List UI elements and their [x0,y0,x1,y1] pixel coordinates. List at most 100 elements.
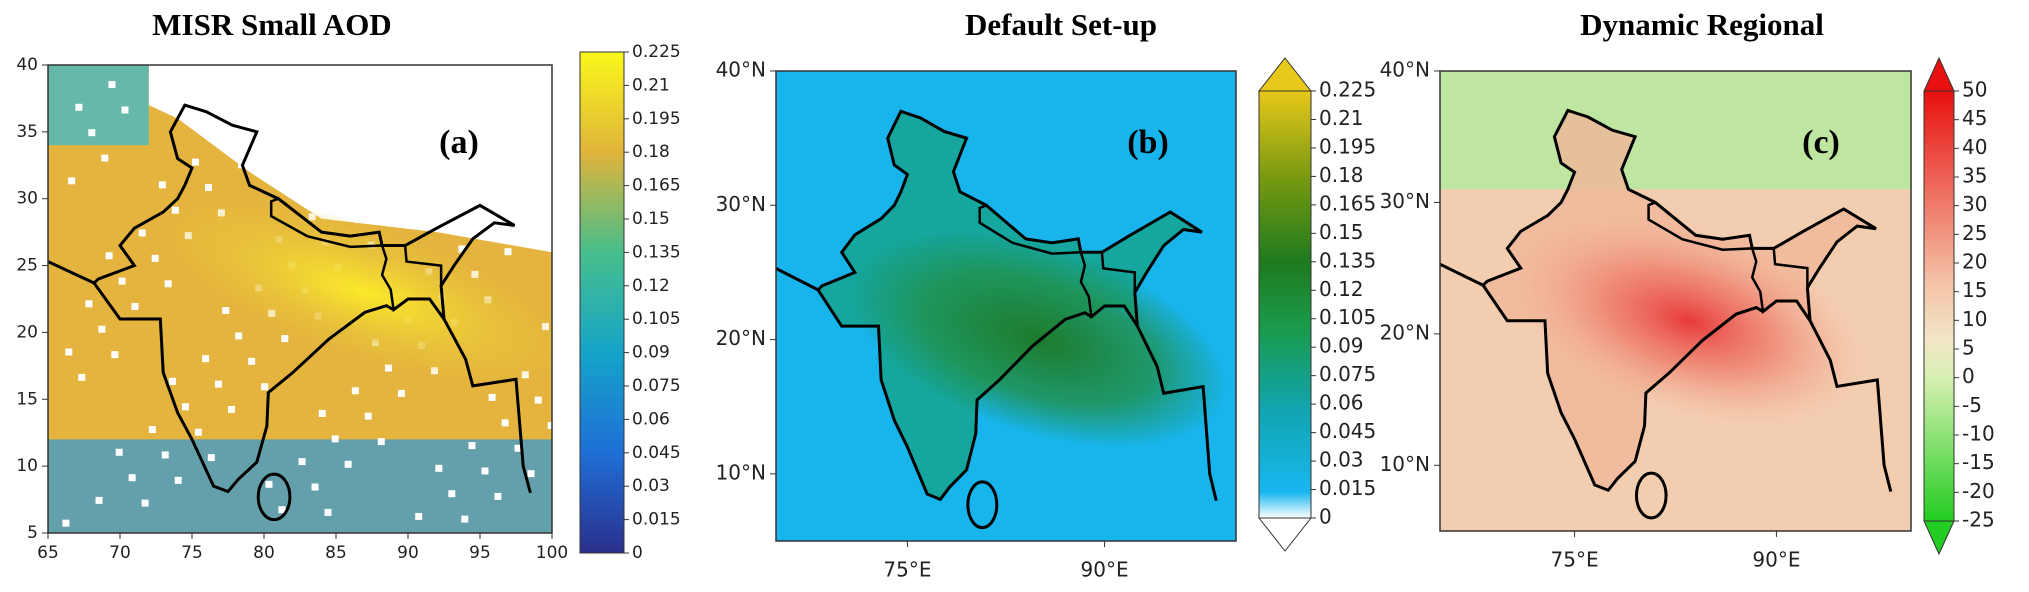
no-data-pixel [511,174,519,182]
colorbar [1923,90,1955,522]
y-tick-label: 40°N [1380,58,1430,82]
colorbar-tick-label: 0.015 [632,510,681,530]
no-data-pixel [265,480,273,488]
coastline [1440,262,1484,287]
y-tick-label: 30°N [716,192,766,216]
no-data-pixel [311,483,319,491]
colorbar-tick-label: 0 [632,543,643,563]
colorbar-tick-label: 0 [1319,505,1332,529]
no-data-pixel [105,252,113,260]
y-tick-label: 20°N [716,326,766,350]
colorbar-tick-label: 0.09 [1319,334,1364,358]
colorbar-extension [1923,520,1955,556]
colorbar-tick-label: 0.165 [1319,191,1376,215]
no-data-pixel [448,490,456,498]
no-data-pixel [118,277,126,285]
no-data-pixel [98,325,106,333]
colorbar-tick-label: -5 [1962,393,1982,417]
coastline [776,267,819,292]
x-tick-label: 85 [325,543,347,563]
no-data-pixel [248,357,256,365]
colorbar-tick-label: 0.105 [1319,305,1376,329]
upper-field [48,65,149,146]
no-data-pixel [324,508,332,516]
no-data-pixel [318,409,326,417]
border [978,203,1083,255]
no-data-pixel [547,422,552,430]
y-tick-label: 40°N [716,58,766,82]
colorbar-tick-label: 0.12 [632,276,670,296]
no-data-pixel [537,225,545,233]
no-data-pixel [181,403,189,411]
border [1079,251,1139,327]
no-data-pixel [344,460,352,468]
map-frame [775,70,1237,542]
colorbar-tick-label: -15 [1962,450,1995,474]
no-data-pixel [428,97,436,105]
x-tick-label: 75°E [883,558,931,582]
no-data-pixel [491,222,499,230]
y-tick-label: 20 [16,322,38,342]
panel-title: Default Set-up [965,7,1157,42]
coastline [1808,320,1893,492]
no-data-pixel [245,87,253,95]
hotspot [158,200,552,385]
colorbar-tick-label: 0.045 [632,443,681,463]
no-data-pixel [408,145,415,153]
coastline [1136,325,1218,502]
x-tick-label: 70 [109,543,131,563]
no-data-pixel [534,396,542,404]
no-data-pixel [478,197,486,205]
y-tick-label: 5 [27,523,38,543]
no-data-pixel [62,519,70,527]
colorbar-tick-label: 50 [1962,78,1987,102]
colorbar-tick-label: 0.12 [1319,277,1364,301]
panel-label: (c) [1802,124,1840,161]
border [1750,247,1812,326]
y-tick-label: 10°N [716,460,766,484]
colorbar-tick-label: 0.15 [632,209,670,229]
no-data-pixel [374,167,382,175]
border [380,244,446,324]
border [269,197,384,249]
x-tick-label: 75°E [1551,548,1599,572]
map-field [48,65,552,533]
no-data-pixel [494,492,502,500]
no-data-pixel [225,135,233,143]
no-data-pixel [151,254,159,262]
colorbar-tick-label: 0.225 [1319,78,1376,102]
colorbar-extension [1257,57,1313,92]
no-data-pixel [215,380,223,388]
no-data-pixel [461,515,469,523]
colorbar-tick-label: 20 [1962,250,1987,274]
no-data-pixel [148,426,156,434]
no-data-pixel [141,499,149,507]
no-data-pixel [121,106,129,114]
map-frame [47,64,553,534]
panel-title: Dynamic Regional [1580,7,1824,42]
colorbar-extension [1923,56,1955,92]
colorbar [1258,90,1312,519]
colorbar-tick-label: 0.15 [1319,220,1364,244]
colorbar-tick-label: 0.06 [632,409,670,429]
no-data-pixel [474,99,482,107]
colorbar-tick-label: 0.015 [1319,476,1376,500]
panel-label: (b) [1127,124,1169,161]
panel-title: MISR Small AOD [152,7,391,42]
no-data-pixel [501,419,509,427]
no-data-pixel [261,383,269,391]
colorbar-tick-label: 0.135 [632,242,681,262]
no-data-pixel [68,177,76,185]
no-data-pixel [420,170,428,178]
y-tick-label: 10 [16,456,38,476]
colorbar-tick-label: 0.21 [632,75,670,95]
colorbar-tick-label: 0.225 [632,42,681,62]
map-panel: Dynamic Regional (c) 75°E 90°E 10°N 20°N 30°N 4… [1380,7,1995,571]
no-data-pixel [101,154,109,162]
no-data-pixel [435,464,443,472]
colorbar-tick-label: 0.075 [1319,362,1376,386]
colorbar-tick-label: -10 [1962,422,1995,446]
coastline [816,109,1203,502]
coastline [1634,471,1668,520]
colorbar-tick-label: 5 [1962,336,1975,360]
